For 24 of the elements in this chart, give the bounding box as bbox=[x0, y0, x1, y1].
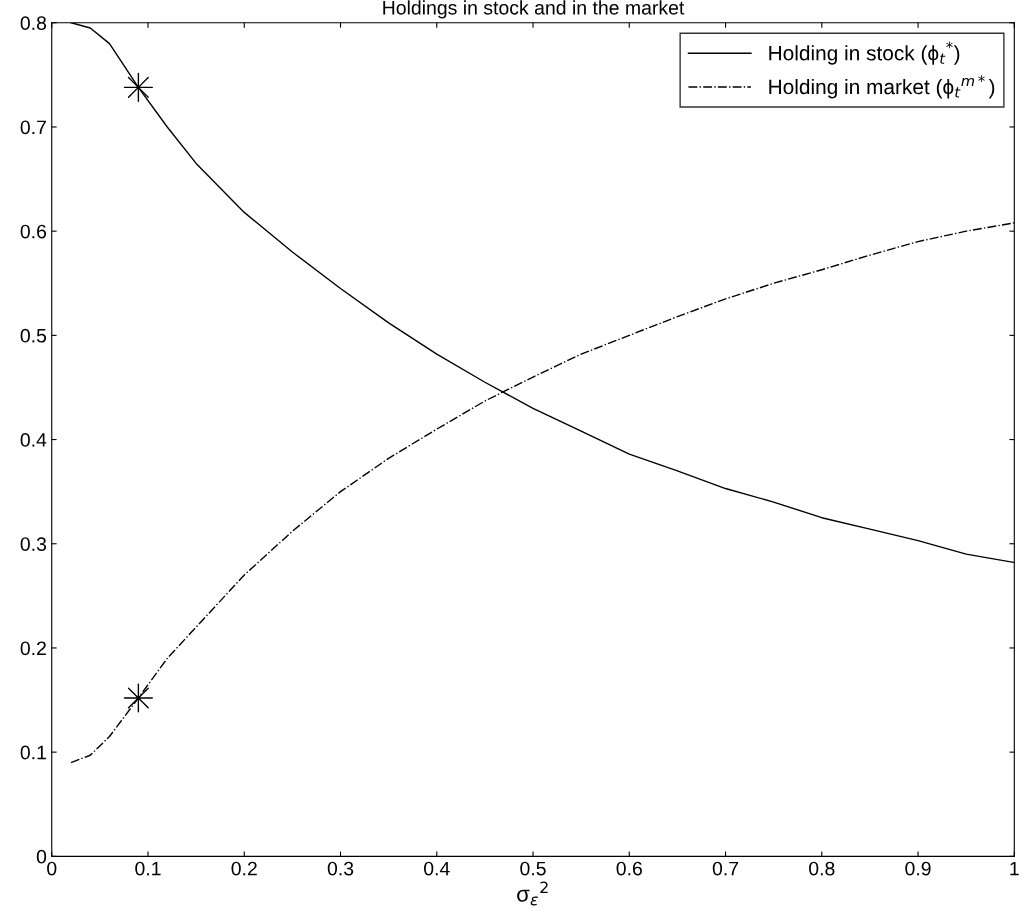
y-tick-label: 0.1 bbox=[20, 745, 46, 760]
y-tick-label: 0.5 bbox=[20, 328, 47, 343]
y-tick-label: 0.7 bbox=[20, 120, 46, 135]
y-tick-label: 0.8 bbox=[20, 16, 47, 31]
chart-title: Holdings in stock and in the market bbox=[383, 0, 685, 19]
x-axis-title: σ$_{ε}$$^{2}$ bbox=[517, 881, 548, 906]
y-tick-label: 0.6 bbox=[20, 224, 47, 239]
x-tick-label: 1 bbox=[1010, 861, 1019, 876]
x-tick-label: 0.7 bbox=[712, 861, 739, 876]
x-tick-label: 0.6 bbox=[616, 861, 642, 876]
x-tick-label: 0.9 bbox=[905, 861, 931, 876]
legend-label: Holding in stock (ϕ$_{t}$$^{*}$) bbox=[769, 41, 960, 65]
x-tick-label: 0.2 bbox=[231, 861, 257, 876]
x-tick-label: 0 bbox=[47, 861, 57, 876]
y-tick-label: 0 bbox=[36, 849, 47, 864]
x-tick-label: 0.5 bbox=[520, 861, 546, 876]
x-tick-label: 0.3 bbox=[327, 861, 354, 876]
x-tick-label: 0.8 bbox=[809, 861, 835, 876]
y-tick-label: 0.3 bbox=[20, 537, 47, 551]
legend-label: Holding in market (ϕ$_{t}$$^{m*}$) bbox=[769, 75, 995, 99]
x-tick-label: 0.4 bbox=[424, 861, 450, 876]
y-tick-label: 0.4 bbox=[20, 433, 47, 447]
y-tick-label: 0.2 bbox=[20, 641, 46, 656]
x-tick-label: 0.1 bbox=[135, 861, 161, 876]
